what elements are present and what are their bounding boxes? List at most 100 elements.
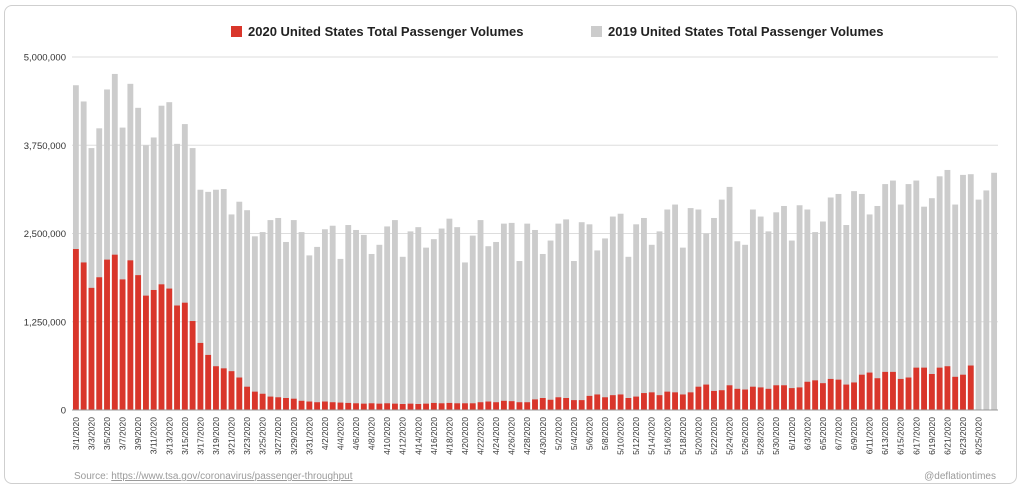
bar-2020 bbox=[360, 403, 367, 410]
y-tick-label: 1,250,000 bbox=[24, 317, 66, 328]
bar-2020 bbox=[423, 403, 429, 410]
bar-2020 bbox=[656, 395, 663, 410]
x-tick-label: 3/27/2020 bbox=[273, 417, 283, 455]
bar-2020 bbox=[827, 378, 834, 410]
bar-2019 bbox=[80, 101, 87, 410]
legend-item-2019: 2019 United States Total Passenger Volum… bbox=[591, 24, 884, 39]
bar-2020 bbox=[866, 372, 873, 410]
bar-2020 bbox=[267, 396, 274, 410]
x-tick-label: 3/15/2020 bbox=[180, 417, 190, 455]
source-note: Source: https://www.tsa.gov/coronavirus/… bbox=[74, 471, 353, 482]
x-tick-label: 6/11/2020 bbox=[865, 417, 875, 454]
chart-legend: 2020 United States Total Passenger Volum… bbox=[0, 24, 1024, 42]
bar-2019 bbox=[890, 180, 896, 410]
x-tick-label: 3/5/2020 bbox=[102, 417, 112, 450]
bar-2020 bbox=[493, 402, 500, 410]
x-tick-label: 4/4/2020 bbox=[335, 417, 345, 450]
bar-2019 bbox=[944, 169, 951, 410]
bar-2019 bbox=[321, 229, 328, 410]
x-tick-label: 6/9/2020 bbox=[849, 417, 859, 450]
bar-2020 bbox=[617, 394, 624, 410]
y-tick-label: 2,500,000 bbox=[24, 229, 66, 240]
bar-2020 bbox=[967, 365, 974, 410]
bar-2020 bbox=[158, 284, 165, 410]
bar-2020 bbox=[259, 393, 266, 410]
bar-2020 bbox=[718, 390, 725, 410]
bar-2020 bbox=[469, 403, 476, 410]
bar-2019 bbox=[726, 186, 733, 410]
bar-2019 bbox=[991, 172, 998, 410]
x-tick-label: 4/30/2020 bbox=[538, 417, 548, 455]
bar-2020 bbox=[485, 401, 492, 410]
bar-2020 bbox=[205, 354, 212, 410]
bar-2019 bbox=[189, 148, 196, 410]
bar-2020 bbox=[882, 371, 889, 410]
x-tick-label: 4/22/2020 bbox=[476, 417, 486, 455]
x-tick-label: 5/18/2020 bbox=[678, 417, 688, 455]
bar-2019 bbox=[267, 220, 274, 410]
bar-2019 bbox=[734, 241, 741, 410]
bar-2019 bbox=[524, 223, 531, 410]
bar-2020 bbox=[189, 321, 196, 410]
bar-2019 bbox=[866, 214, 873, 410]
bar-2020 bbox=[851, 382, 857, 410]
bar-2019 bbox=[423, 247, 429, 410]
x-tick-label: 6/5/2020 bbox=[818, 417, 828, 450]
bar-2020 bbox=[936, 367, 943, 410]
bar-2020 bbox=[734, 388, 741, 410]
x-tick-label: 3/29/2020 bbox=[289, 417, 299, 455]
bar-2020 bbox=[399, 404, 406, 410]
bar-2019 bbox=[960, 174, 966, 410]
bar-2020 bbox=[921, 367, 927, 410]
bar-2019 bbox=[874, 205, 881, 410]
bar-2020 bbox=[773, 385, 780, 410]
bar-2019 bbox=[578, 222, 585, 410]
x-tick-label: 5/16/2020 bbox=[662, 417, 672, 455]
bar-2019 bbox=[283, 241, 289, 410]
bar-2020 bbox=[757, 387, 764, 410]
x-tick-label: 4/8/2020 bbox=[367, 417, 377, 450]
source-link[interactable]: https://www.tsa.gov/coronavirus/passenge… bbox=[111, 471, 353, 482]
x-tick-label: 6/19/2020 bbox=[927, 417, 937, 455]
bar-2020 bbox=[726, 385, 733, 410]
bar-2019 bbox=[259, 232, 266, 410]
bar-2020 bbox=[438, 403, 445, 410]
x-tick-label: 4/18/2020 bbox=[444, 417, 454, 455]
bar-2019 bbox=[648, 244, 655, 410]
bar-2019 bbox=[858, 193, 865, 410]
bar-2020 bbox=[228, 371, 235, 410]
x-tick-label: 5/6/2020 bbox=[584, 417, 594, 450]
bar-2020 bbox=[236, 377, 243, 410]
bar-2019 bbox=[905, 184, 912, 410]
x-tick-label: 4/12/2020 bbox=[398, 417, 408, 455]
bar-2019 bbox=[360, 234, 367, 410]
x-tick-label: 6/21/2020 bbox=[942, 417, 952, 455]
bar-2020 bbox=[213, 366, 219, 410]
bar-2019 bbox=[563, 219, 570, 410]
bar-2020 bbox=[329, 402, 336, 410]
legend-swatch-2020 bbox=[231, 26, 242, 37]
bar-2019 bbox=[345, 225, 352, 410]
bar-2020 bbox=[594, 394, 601, 410]
bar-2019 bbox=[104, 89, 110, 410]
bar-2019 bbox=[368, 253, 375, 410]
x-tick-label: 5/28/2020 bbox=[756, 417, 766, 455]
bar-2019 bbox=[493, 241, 500, 410]
bar-2019 bbox=[244, 210, 251, 410]
x-tick-label: 4/28/2020 bbox=[522, 417, 532, 455]
bar-2020 bbox=[804, 381, 811, 410]
bar-2019 bbox=[781, 205, 787, 410]
bar-2020 bbox=[796, 387, 803, 410]
bar-2019 bbox=[827, 197, 834, 410]
bar-2020 bbox=[454, 403, 461, 410]
author-handle: @deflationtimes bbox=[924, 471, 996, 482]
bar-2020 bbox=[960, 374, 966, 410]
bar-2020 bbox=[376, 403, 383, 410]
bar-2020 bbox=[415, 404, 422, 410]
bar-2019 bbox=[617, 213, 624, 410]
bar-2019 bbox=[913, 180, 920, 410]
x-tick-label: 5/12/2020 bbox=[631, 417, 641, 455]
bar-2019 bbox=[983, 190, 990, 410]
x-tick-label: 5/22/2020 bbox=[709, 417, 719, 455]
bar-2019 bbox=[804, 209, 811, 410]
